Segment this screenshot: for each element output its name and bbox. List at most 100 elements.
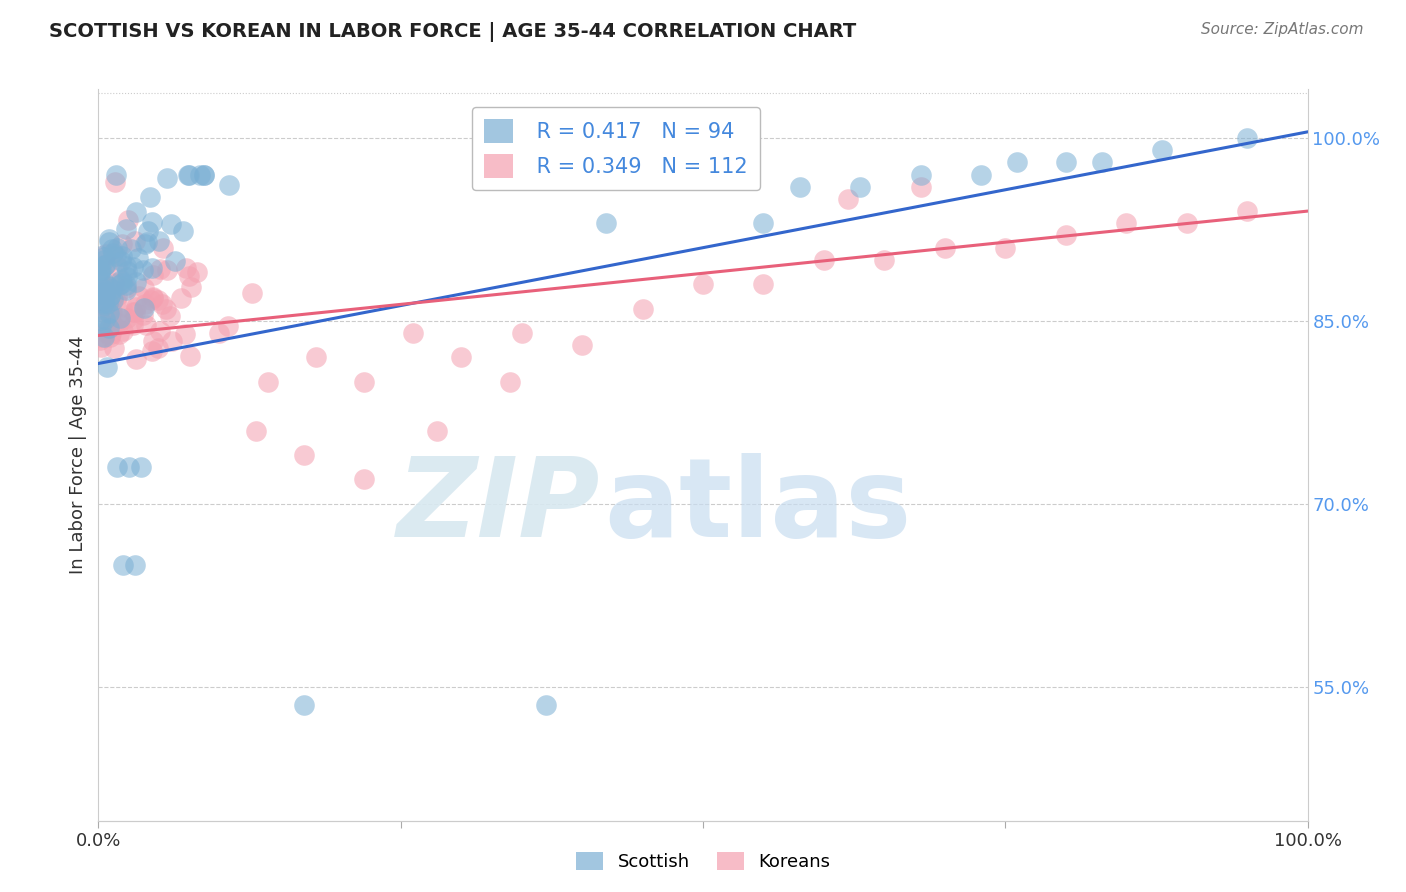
Point	[1007, 155, 1029, 169]
Point	[165, 254, 187, 268]
Point	[125, 352, 148, 367]
Point	[96, 247, 118, 261]
Point	[125, 300, 148, 314]
Point	[837, 192, 859, 206]
Point	[124, 234, 146, 248]
Point	[89, 333, 111, 347]
Point	[136, 235, 159, 249]
Point	[104, 168, 127, 182]
Point	[98, 300, 121, 314]
Point	[595, 216, 617, 230]
Point	[155, 302, 177, 317]
Point	[132, 308, 155, 322]
Point	[112, 325, 135, 339]
Point	[105, 260, 128, 274]
Point	[94, 326, 117, 341]
Point	[101, 318, 124, 333]
Point	[89, 284, 111, 298]
Point	[426, 424, 449, 438]
Point	[218, 178, 240, 193]
Point	[115, 264, 138, 278]
Point	[1236, 204, 1258, 219]
Point	[141, 293, 163, 308]
Point	[97, 278, 120, 293]
Point	[1152, 143, 1174, 157]
Point	[93, 252, 115, 267]
Point	[134, 236, 156, 251]
Point	[97, 306, 120, 320]
Point	[103, 288, 125, 302]
Point	[135, 318, 157, 333]
Point	[107, 327, 129, 342]
Point	[174, 326, 197, 341]
Point	[138, 224, 160, 238]
Point	[91, 293, 114, 307]
Point	[813, 252, 835, 267]
Point	[240, 285, 263, 300]
Point	[122, 312, 145, 326]
Point	[93, 287, 115, 301]
Point	[93, 250, 115, 264]
Point	[105, 241, 128, 255]
Point	[188, 168, 211, 182]
Point	[90, 263, 112, 277]
Point	[115, 310, 138, 325]
Point	[111, 249, 134, 263]
Point	[98, 235, 121, 250]
Point	[120, 242, 142, 256]
Point	[101, 242, 124, 256]
Point	[534, 698, 557, 712]
Point	[110, 254, 132, 268]
Point	[111, 300, 134, 314]
Point	[122, 260, 145, 274]
Point	[103, 293, 125, 307]
Point	[115, 277, 138, 292]
Point	[124, 205, 146, 219]
Point	[692, 277, 714, 292]
Point	[96, 360, 118, 375]
Point	[179, 268, 201, 283]
Point	[141, 215, 163, 229]
Point	[105, 294, 128, 309]
Point	[179, 168, 201, 182]
Point	[94, 298, 117, 312]
Point	[103, 319, 125, 334]
Point	[292, 448, 315, 462]
Point	[1091, 155, 1114, 169]
Point	[104, 249, 127, 263]
Point	[159, 309, 181, 323]
Point	[177, 168, 200, 182]
Point	[91, 288, 114, 302]
Point	[934, 241, 956, 255]
Point	[105, 277, 128, 291]
Point	[90, 295, 112, 310]
Point	[179, 349, 201, 363]
Point	[89, 330, 111, 344]
Point	[193, 168, 215, 182]
Point	[110, 273, 132, 287]
Y-axis label: In Labor Force | Age 35-44: In Labor Force | Age 35-44	[69, 335, 87, 574]
Point	[1054, 228, 1077, 243]
Point	[128, 289, 150, 303]
Point	[752, 216, 775, 230]
Point	[124, 275, 146, 289]
Point	[1115, 216, 1137, 230]
Point	[160, 217, 183, 231]
Point	[94, 259, 117, 273]
Point	[193, 168, 215, 182]
Point	[134, 297, 156, 311]
Point	[110, 310, 132, 325]
Point	[104, 175, 127, 189]
Point	[789, 179, 811, 194]
Point	[149, 262, 172, 277]
Point	[571, 338, 593, 352]
Point	[910, 168, 932, 182]
Point	[994, 241, 1017, 255]
Point	[115, 281, 138, 295]
Point	[89, 249, 111, 263]
Point	[1236, 131, 1258, 145]
Point	[96, 257, 118, 271]
Legend: Scottish, Koreans: Scottish, Koreans	[568, 845, 838, 879]
Point	[353, 472, 375, 486]
Point	[134, 281, 156, 295]
